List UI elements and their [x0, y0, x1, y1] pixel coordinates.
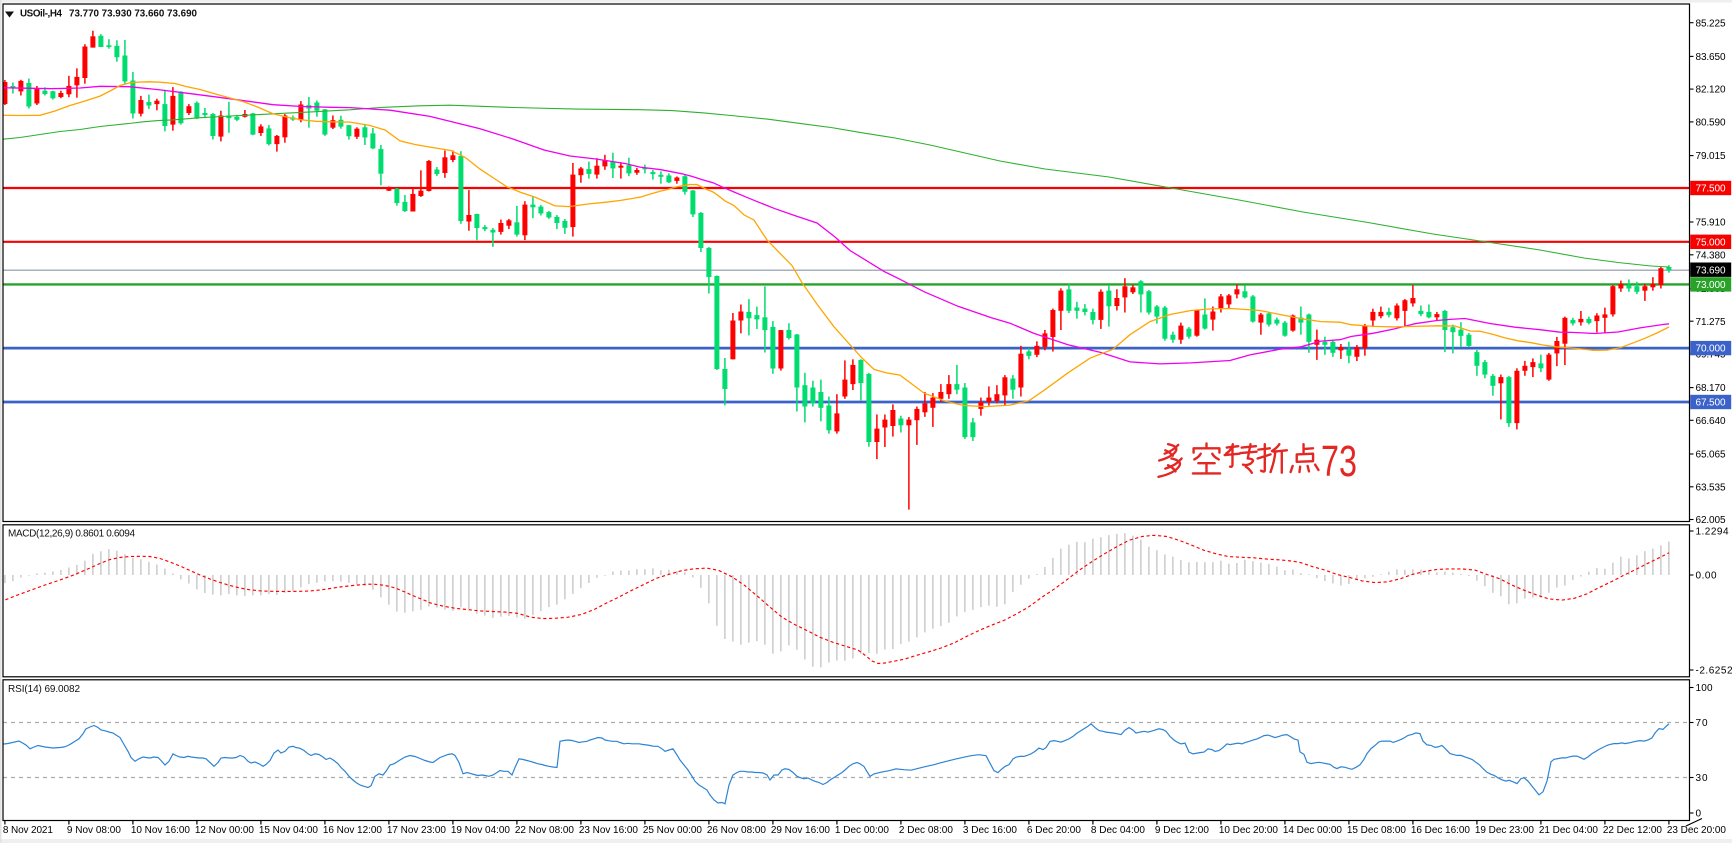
svg-text:3 Dec 16:00: 3 Dec 16:00 — [963, 825, 1017, 836]
svg-text:68.170: 68.170 — [1696, 383, 1726, 394]
svg-text:1.2294: 1.2294 — [1696, 527, 1729, 538]
svg-text:80.590: 80.590 — [1696, 118, 1726, 129]
svg-text:21 Dec 04:00: 21 Dec 04:00 — [1539, 825, 1598, 836]
svg-text:9 Nov 08:00: 9 Nov 08:00 — [67, 825, 121, 836]
svg-text:10 Nov 16:00: 10 Nov 16:00 — [131, 825, 190, 836]
svg-text:74.380: 74.380 — [1696, 250, 1726, 261]
svg-text:16 Dec 16:00: 16 Dec 16:00 — [1411, 825, 1470, 836]
svg-text:-2.6252: -2.6252 — [1696, 666, 1732, 677]
svg-text:23 Nov 16:00: 23 Nov 16:00 — [579, 825, 638, 836]
svg-text:30: 30 — [1696, 773, 1708, 784]
svg-text:100: 100 — [1696, 683, 1713, 694]
svg-text:77.500: 77.500 — [1696, 184, 1726, 195]
svg-text:71.275: 71.275 — [1696, 317, 1726, 328]
svg-text:10 Dec 20:00: 10 Dec 20:00 — [1219, 825, 1278, 836]
svg-text:83.650: 83.650 — [1696, 52, 1726, 63]
svg-text:16 Nov 12:00: 16 Nov 12:00 — [323, 825, 382, 836]
svg-text:6 Dec 20:00: 6 Dec 20:00 — [1027, 825, 1081, 836]
svg-text:19 Dec 23:00: 19 Dec 23:00 — [1475, 825, 1534, 836]
svg-text:1 Dec 00:00: 1 Dec 00:00 — [835, 825, 889, 836]
svg-text:22 Nov 08:00: 22 Nov 08:00 — [515, 825, 574, 836]
svg-text:14 Dec 00:00: 14 Dec 00:00 — [1283, 825, 1342, 836]
svg-text:62.005: 62.005 — [1696, 515, 1726, 526]
svg-text:73: 73 — [1321, 437, 1357, 486]
svg-text:73.770 73.930 73.660 73.690: 73.770 73.930 73.660 73.690 — [69, 9, 198, 20]
svg-text:8 Nov 2021: 8 Nov 2021 — [3, 825, 53, 836]
svg-text:23 Dec 20:00: 23 Dec 20:00 — [1667, 825, 1726, 836]
svg-text:9 Dec 12:00: 9 Dec 12:00 — [1155, 825, 1209, 836]
svg-text:0.00: 0.00 — [1696, 571, 1717, 582]
svg-text:65.065: 65.065 — [1696, 450, 1726, 461]
svg-text:25 Nov 00:00: 25 Nov 00:00 — [643, 825, 702, 836]
svg-text:66.640: 66.640 — [1696, 416, 1726, 427]
svg-text:19 Nov 04:00: 19 Nov 04:00 — [451, 825, 510, 836]
svg-text:75.910: 75.910 — [1696, 218, 1726, 229]
svg-text:67.500: 67.500 — [1696, 398, 1726, 409]
svg-text:MACD(12,26,9) 0.8601 0.6094: MACD(12,26,9) 0.8601 0.6094 — [8, 529, 135, 540]
svg-text:15 Dec 08:00: 15 Dec 08:00 — [1347, 825, 1406, 836]
svg-text:70.000: 70.000 — [1696, 344, 1726, 355]
svg-text:2 Dec 08:00: 2 Dec 08:00 — [899, 825, 953, 836]
svg-text:22 Dec 12:00: 22 Dec 12:00 — [1603, 825, 1662, 836]
svg-text:73.690: 73.690 — [1696, 265, 1726, 276]
svg-text:26 Nov 08:00: 26 Nov 08:00 — [707, 825, 766, 836]
svg-text:0: 0 — [1696, 809, 1702, 820]
svg-text:73.000: 73.000 — [1696, 280, 1726, 291]
svg-text:70: 70 — [1696, 718, 1708, 729]
svg-text:63.535: 63.535 — [1696, 482, 1726, 493]
svg-text:8 Dec 04:00: 8 Dec 04:00 — [1091, 825, 1145, 836]
svg-text:79.015: 79.015 — [1696, 151, 1726, 162]
svg-text:85.225: 85.225 — [1696, 18, 1726, 29]
svg-text:USOil-,H4: USOil-,H4 — [20, 9, 63, 20]
svg-text:17 Nov 23:00: 17 Nov 23:00 — [387, 825, 446, 836]
svg-text:82.120: 82.120 — [1696, 85, 1726, 96]
svg-text:12 Nov 00:00: 12 Nov 00:00 — [195, 825, 254, 836]
svg-text:29 Nov 16:00: 29 Nov 16:00 — [771, 825, 830, 836]
svg-text:75.000: 75.000 — [1696, 237, 1726, 248]
svg-text:15 Nov 04:00: 15 Nov 04:00 — [259, 825, 318, 836]
svg-text:RSI(14) 69.0082: RSI(14) 69.0082 — [8, 684, 80, 695]
